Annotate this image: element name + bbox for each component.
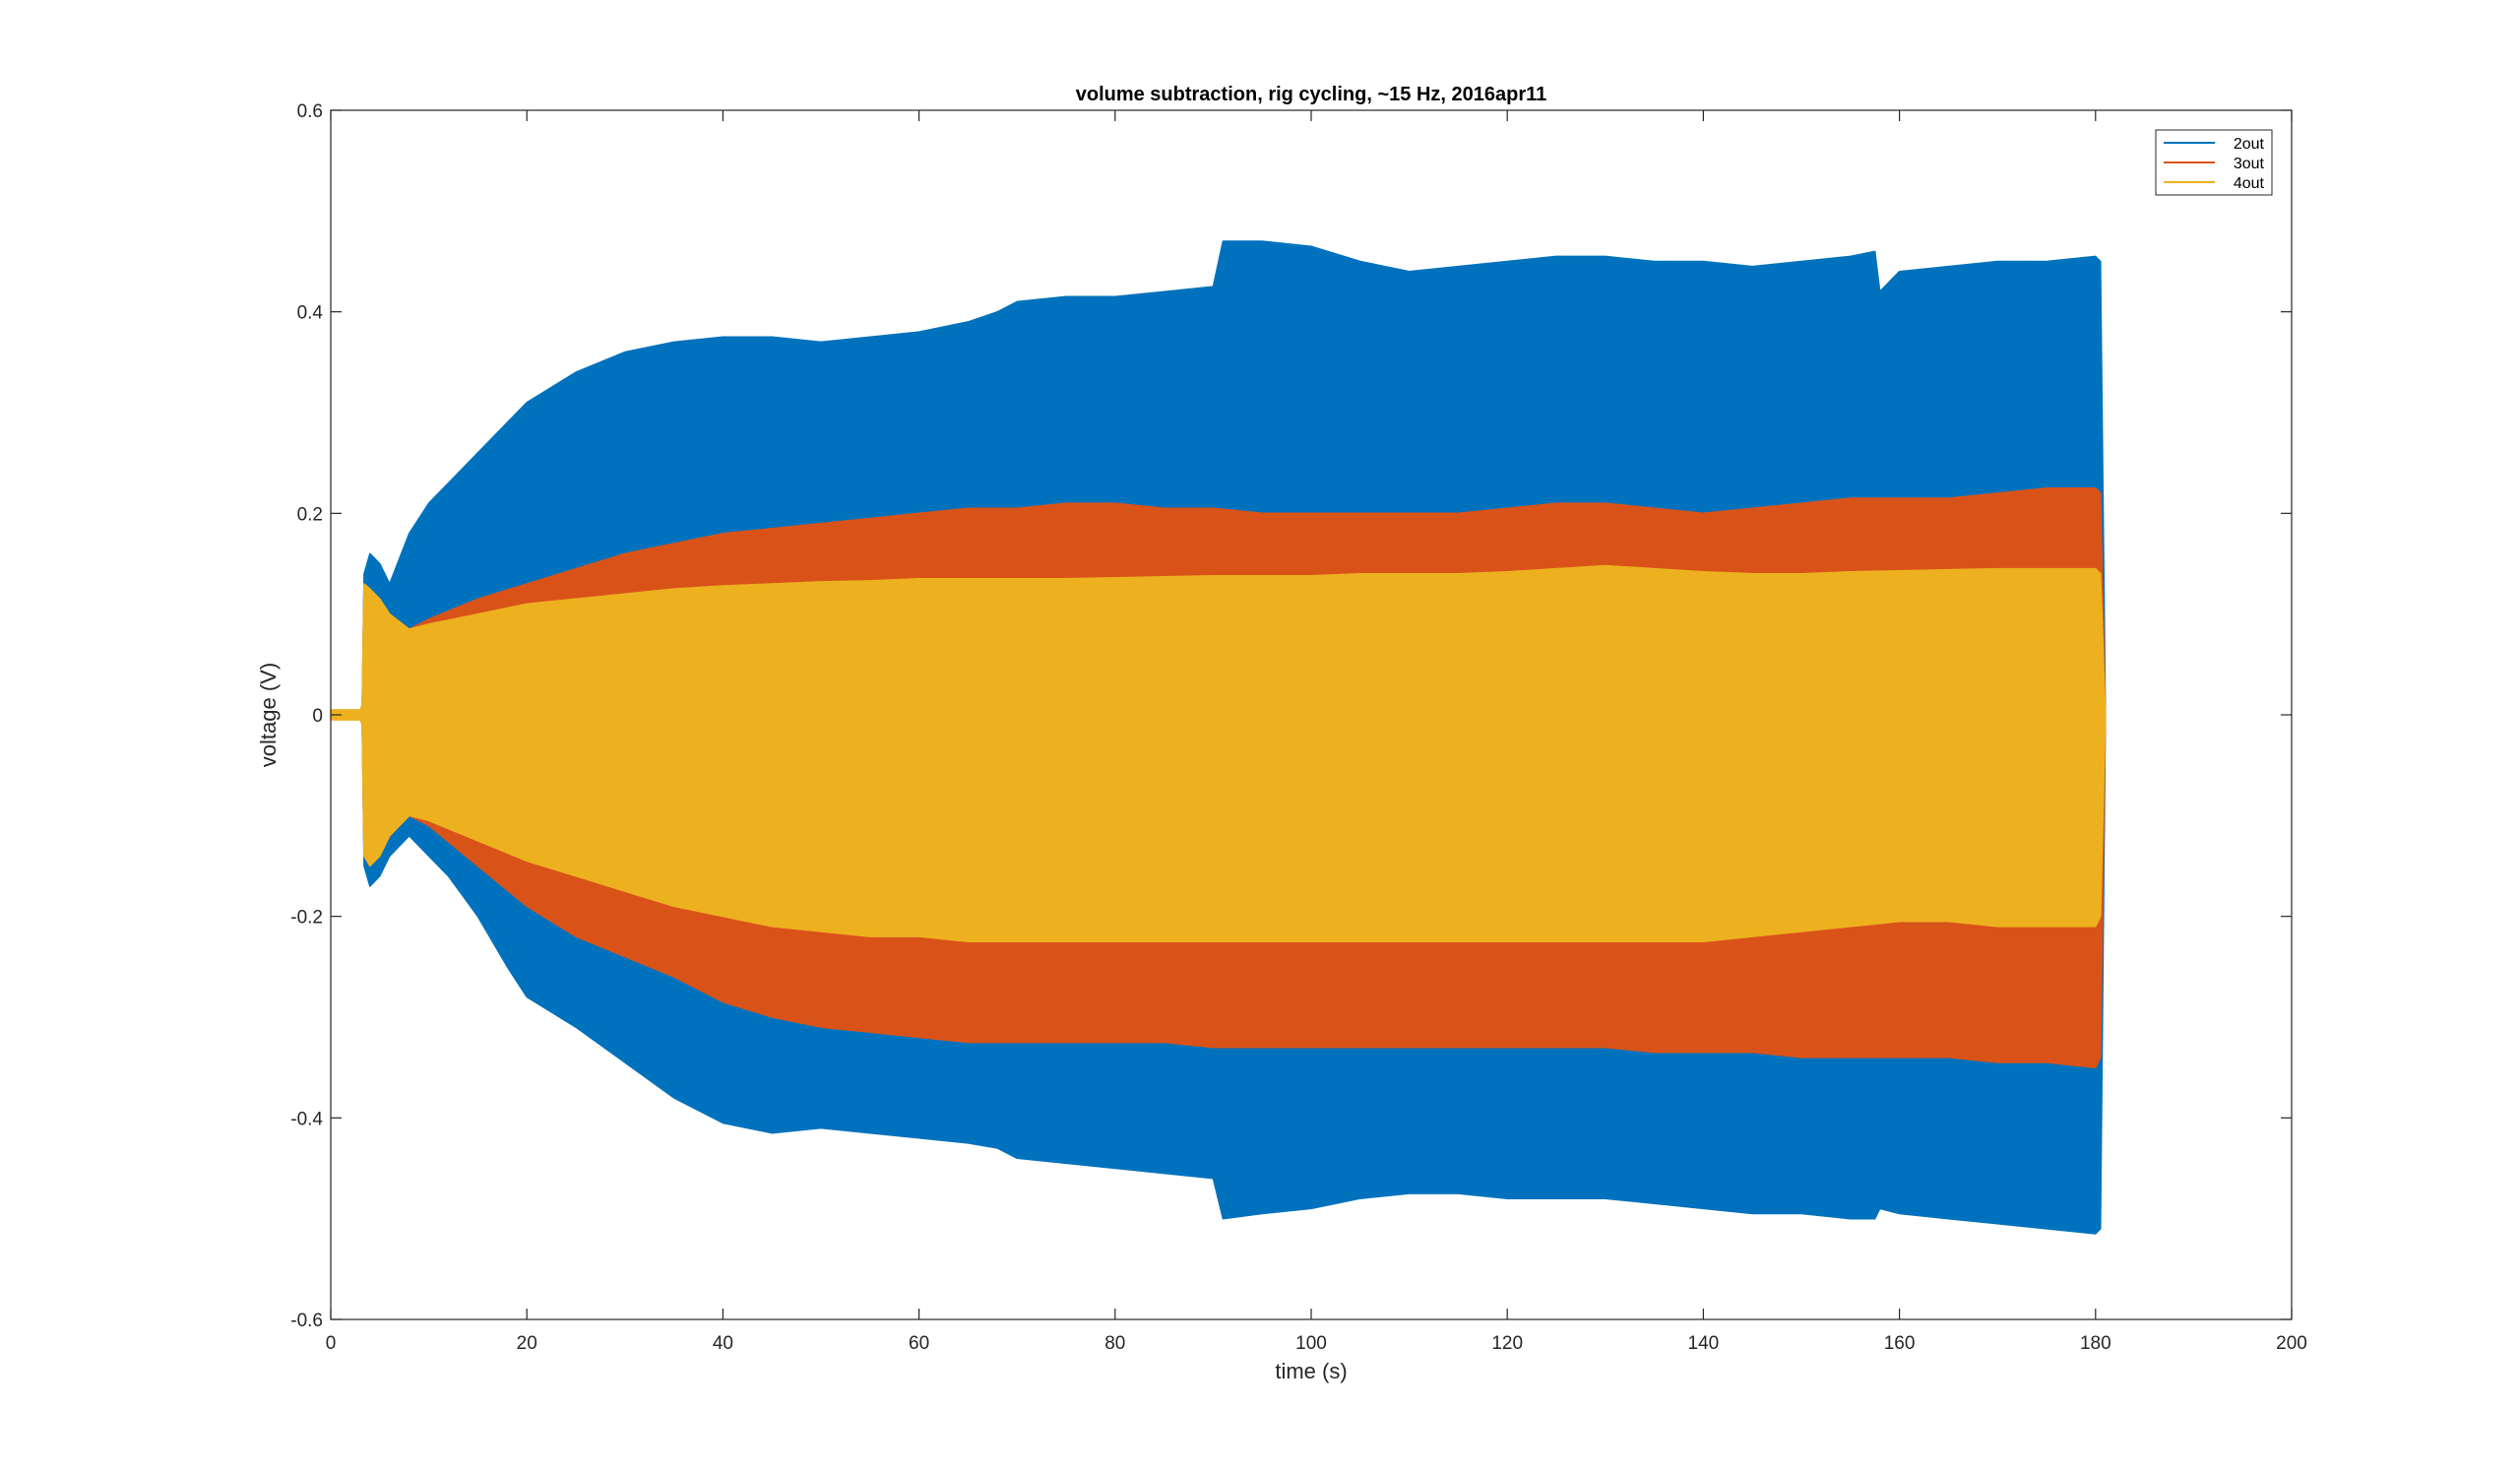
y-tick-label: -0.6: [290, 1311, 323, 1331]
chart-title: volume subtraction, rig cycling, ~15 Hz,…: [1076, 84, 1547, 105]
x-tick-label: 120: [1491, 1333, 1523, 1354]
legend: 2out 3out 4out: [2155, 129, 2273, 196]
x-tick-label: 160: [1884, 1333, 1916, 1354]
y-tick-label: 0.2: [297, 504, 323, 525]
y-tick-label: 0.4: [297, 303, 324, 324]
x-tick-label: 200: [2276, 1333, 2307, 1354]
legend-label-2out: 2out: [2234, 136, 2265, 153]
y-tick-label: 0.6: [297, 101, 323, 122]
y-axis-title: voltage (V): [256, 663, 281, 767]
series-layer: [330, 240, 2107, 1235]
x-tick-label: 80: [1104, 1333, 1125, 1354]
x-tick-label: 100: [1295, 1333, 1327, 1354]
legend-label-4out: 4out: [2234, 175, 2265, 192]
x-tick-label: 180: [2080, 1333, 2111, 1354]
y-tick-label: -0.4: [290, 1109, 323, 1129]
y-tick-label: -0.2: [290, 908, 323, 929]
x-tick-label: 140: [1688, 1333, 1720, 1354]
series-4out: [330, 564, 2107, 943]
y-tick-label: 0: [312, 706, 323, 727]
x-tick-label: 60: [909, 1333, 929, 1354]
x-tick-label: 0: [326, 1333, 337, 1354]
ticks-layer: 0 20 40 60 80 100 120 140 160 180 200 -0.6 -0.4 -0.2 0…: [290, 101, 2307, 1354]
x-axis-title: time (s): [1275, 1359, 1347, 1383]
x-tick-label: 40: [713, 1333, 733, 1354]
x-tick-label: 20: [517, 1333, 537, 1354]
legend-label-3out: 3out: [2234, 156, 2265, 172]
